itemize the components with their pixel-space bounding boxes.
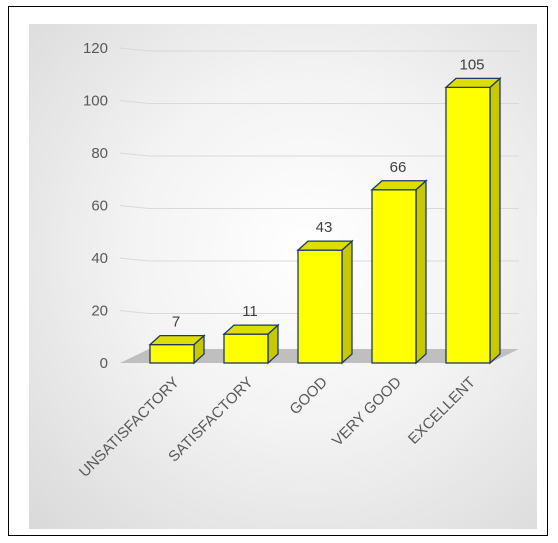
data-labels: 7 11 43 66 105 [172, 56, 485, 330]
y-tick-label: 80 [91, 145, 108, 162]
bar-front [149, 343, 195, 364]
y-tick-label: 120 [83, 40, 108, 57]
data-label: 66 [390, 159, 407, 176]
bar-side [415, 179, 427, 365]
bar [148, 334, 206, 365]
data-label: 11 [242, 303, 258, 320]
bar-front [223, 333, 269, 364]
bar-top [296, 240, 354, 251]
bar [222, 323, 280, 365]
gridline-depth [119, 100, 150, 104]
y-tick-label: 0 [100, 355, 108, 372]
bar-front [297, 249, 343, 364]
bars [148, 76, 502, 365]
bar-top [148, 334, 206, 346]
bar-top [444, 77, 502, 89]
x-axis: UNSATISFACTORY SATISFACTORY GOOD VERY GO… [76, 374, 479, 481]
x-tick-label: UNSATISFACTORY [76, 374, 183, 481]
gridline-depth [119, 310, 150, 314]
bar [296, 239, 354, 365]
data-label: 7 [172, 314, 180, 331]
gridline-depth [119, 47, 150, 52]
y-tick-label: 100 [83, 93, 108, 110]
bar [370, 179, 428, 365]
bar [444, 76, 502, 365]
bar-top [222, 324, 280, 335]
bar-side [341, 239, 353, 365]
data-label: 43 [316, 219, 333, 236]
y-tick-label: 40 [91, 250, 108, 267]
bar-front [445, 86, 491, 364]
bar-side [489, 76, 501, 365]
data-label: 105 [459, 56, 484, 73]
bar-top [370, 180, 428, 191]
y-tick-label: 20 [91, 303, 108, 320]
x-tick-label: EXCELLENT [405, 374, 479, 448]
gridline-depth [119, 152, 150, 157]
y-tick-label: 60 [91, 198, 108, 215]
bar-front [371, 189, 417, 364]
x-tick-label: VERY GOOD [329, 374, 405, 450]
gridline-depth [119, 257, 150, 262]
x-tick-label: GOOD [286, 374, 331, 419]
y-axis: 0 20 40 60 80 100 120 [83, 40, 108, 372]
gridline-depth [119, 205, 150, 209]
